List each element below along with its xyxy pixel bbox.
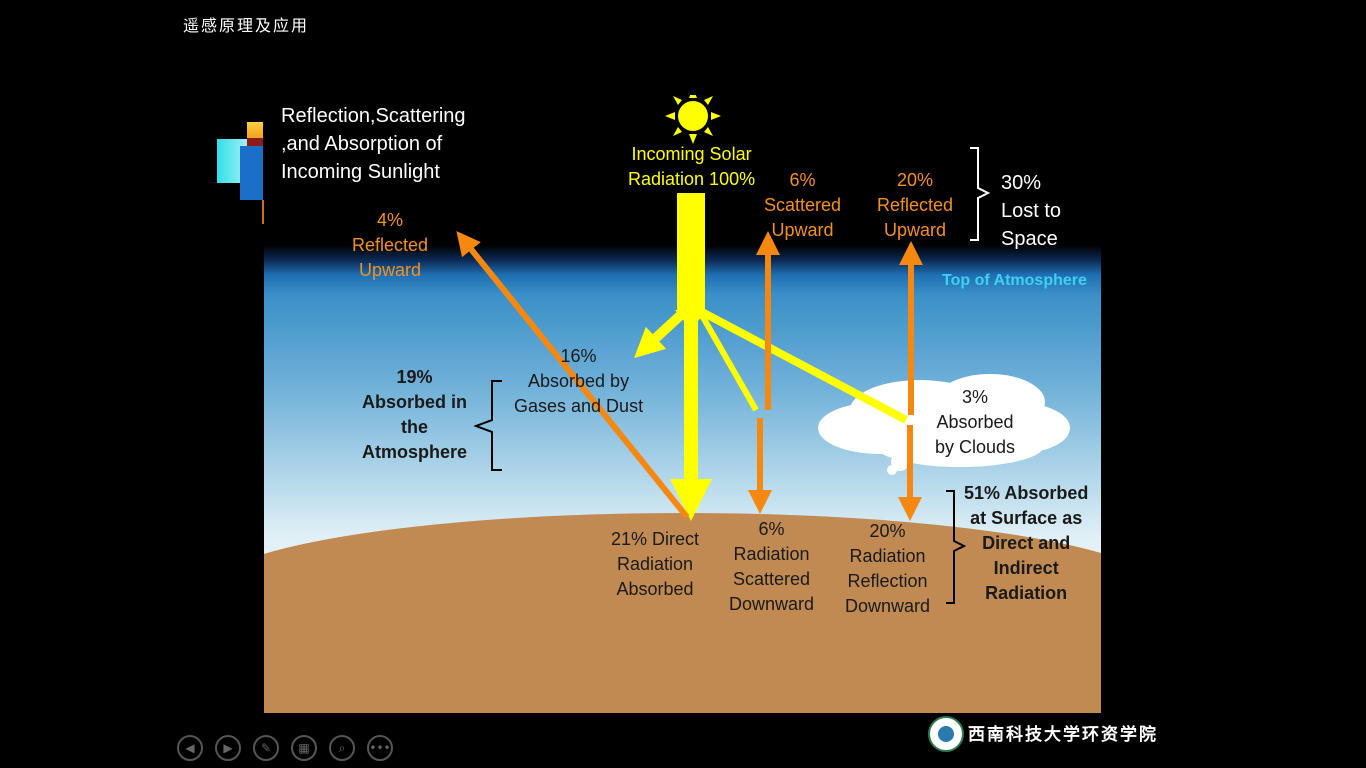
more-icon[interactable]: ••• <box>367 735 393 761</box>
sun-icon <box>665 95 721 144</box>
school-seal-icon <box>928 716 964 752</box>
decorative-block-blue <box>240 146 263 200</box>
pen-icon[interactable]: ✎ <box>253 735 279 761</box>
decorative-block-red <box>247 138 263 146</box>
diagram-title: Reflection,Scattering ,and Absorption of… <box>281 105 466 183</box>
gas-absorption-arrow <box>633 308 688 359</box>
surface-bracket <box>946 490 967 604</box>
scattered-down-6-label: 6% Radiation Scattered Downward <box>729 519 815 614</box>
incoming-beam <box>677 193 705 313</box>
decorative-line-orange <box>262 200 264 224</box>
next-icon[interactable]: ▶ <box>215 735 241 761</box>
incoming-solar-label: Incoming Solar Radiation 100% <box>628 144 756 189</box>
cloud-beam <box>700 308 908 424</box>
decorative-block-yellow <box>247 122 263 138</box>
slide-header-title: 遥感原理及应用 <box>183 16 310 35</box>
zoom-icon[interactable]: ⌕ <box>329 735 355 761</box>
direct-21-label: 21% Direct Radiation Absorbed <box>611 529 700 599</box>
absorbed-16-label: 16% Absorbed by Gases and Dust <box>514 346 644 416</box>
reflected-4-arrow <box>456 230 690 519</box>
surface-51-label: 51% Absorbed at Surface as Direct and In… <box>964 483 1089 603</box>
arrows-layer <box>456 95 1070 604</box>
lost-to-space-label: 30% Lost to Space <box>1001 172 1062 250</box>
reflected-20-label: 20% Reflected Upward <box>877 170 954 240</box>
atmosphere-bracket <box>473 380 502 471</box>
radiation-diagram <box>264 95 1101 713</box>
reflected-4-label: 4% Reflected Upward <box>352 210 429 280</box>
prev-icon[interactable]: ◀ <box>177 735 203 761</box>
top-of-atmosphere-label: Top of Atmosphere <box>942 272 1087 289</box>
absorbed-19-label: 19% Absorbed in the Atmosphere <box>362 367 468 462</box>
lost-bracket <box>970 147 991 241</box>
school-name: 西南科技大学环资学院 <box>968 725 1158 745</box>
clouds-3-label: 3% Absorbed by Clouds <box>935 387 1016 457</box>
scattered-6-label: 6% Scattered Upward <box>764 170 842 240</box>
scatter-beam <box>697 310 759 412</box>
reflection-down-20-label: 20% Radiation Reflection Downward <box>845 521 931 616</box>
slides-icon[interactable]: ▦ <box>291 735 317 761</box>
